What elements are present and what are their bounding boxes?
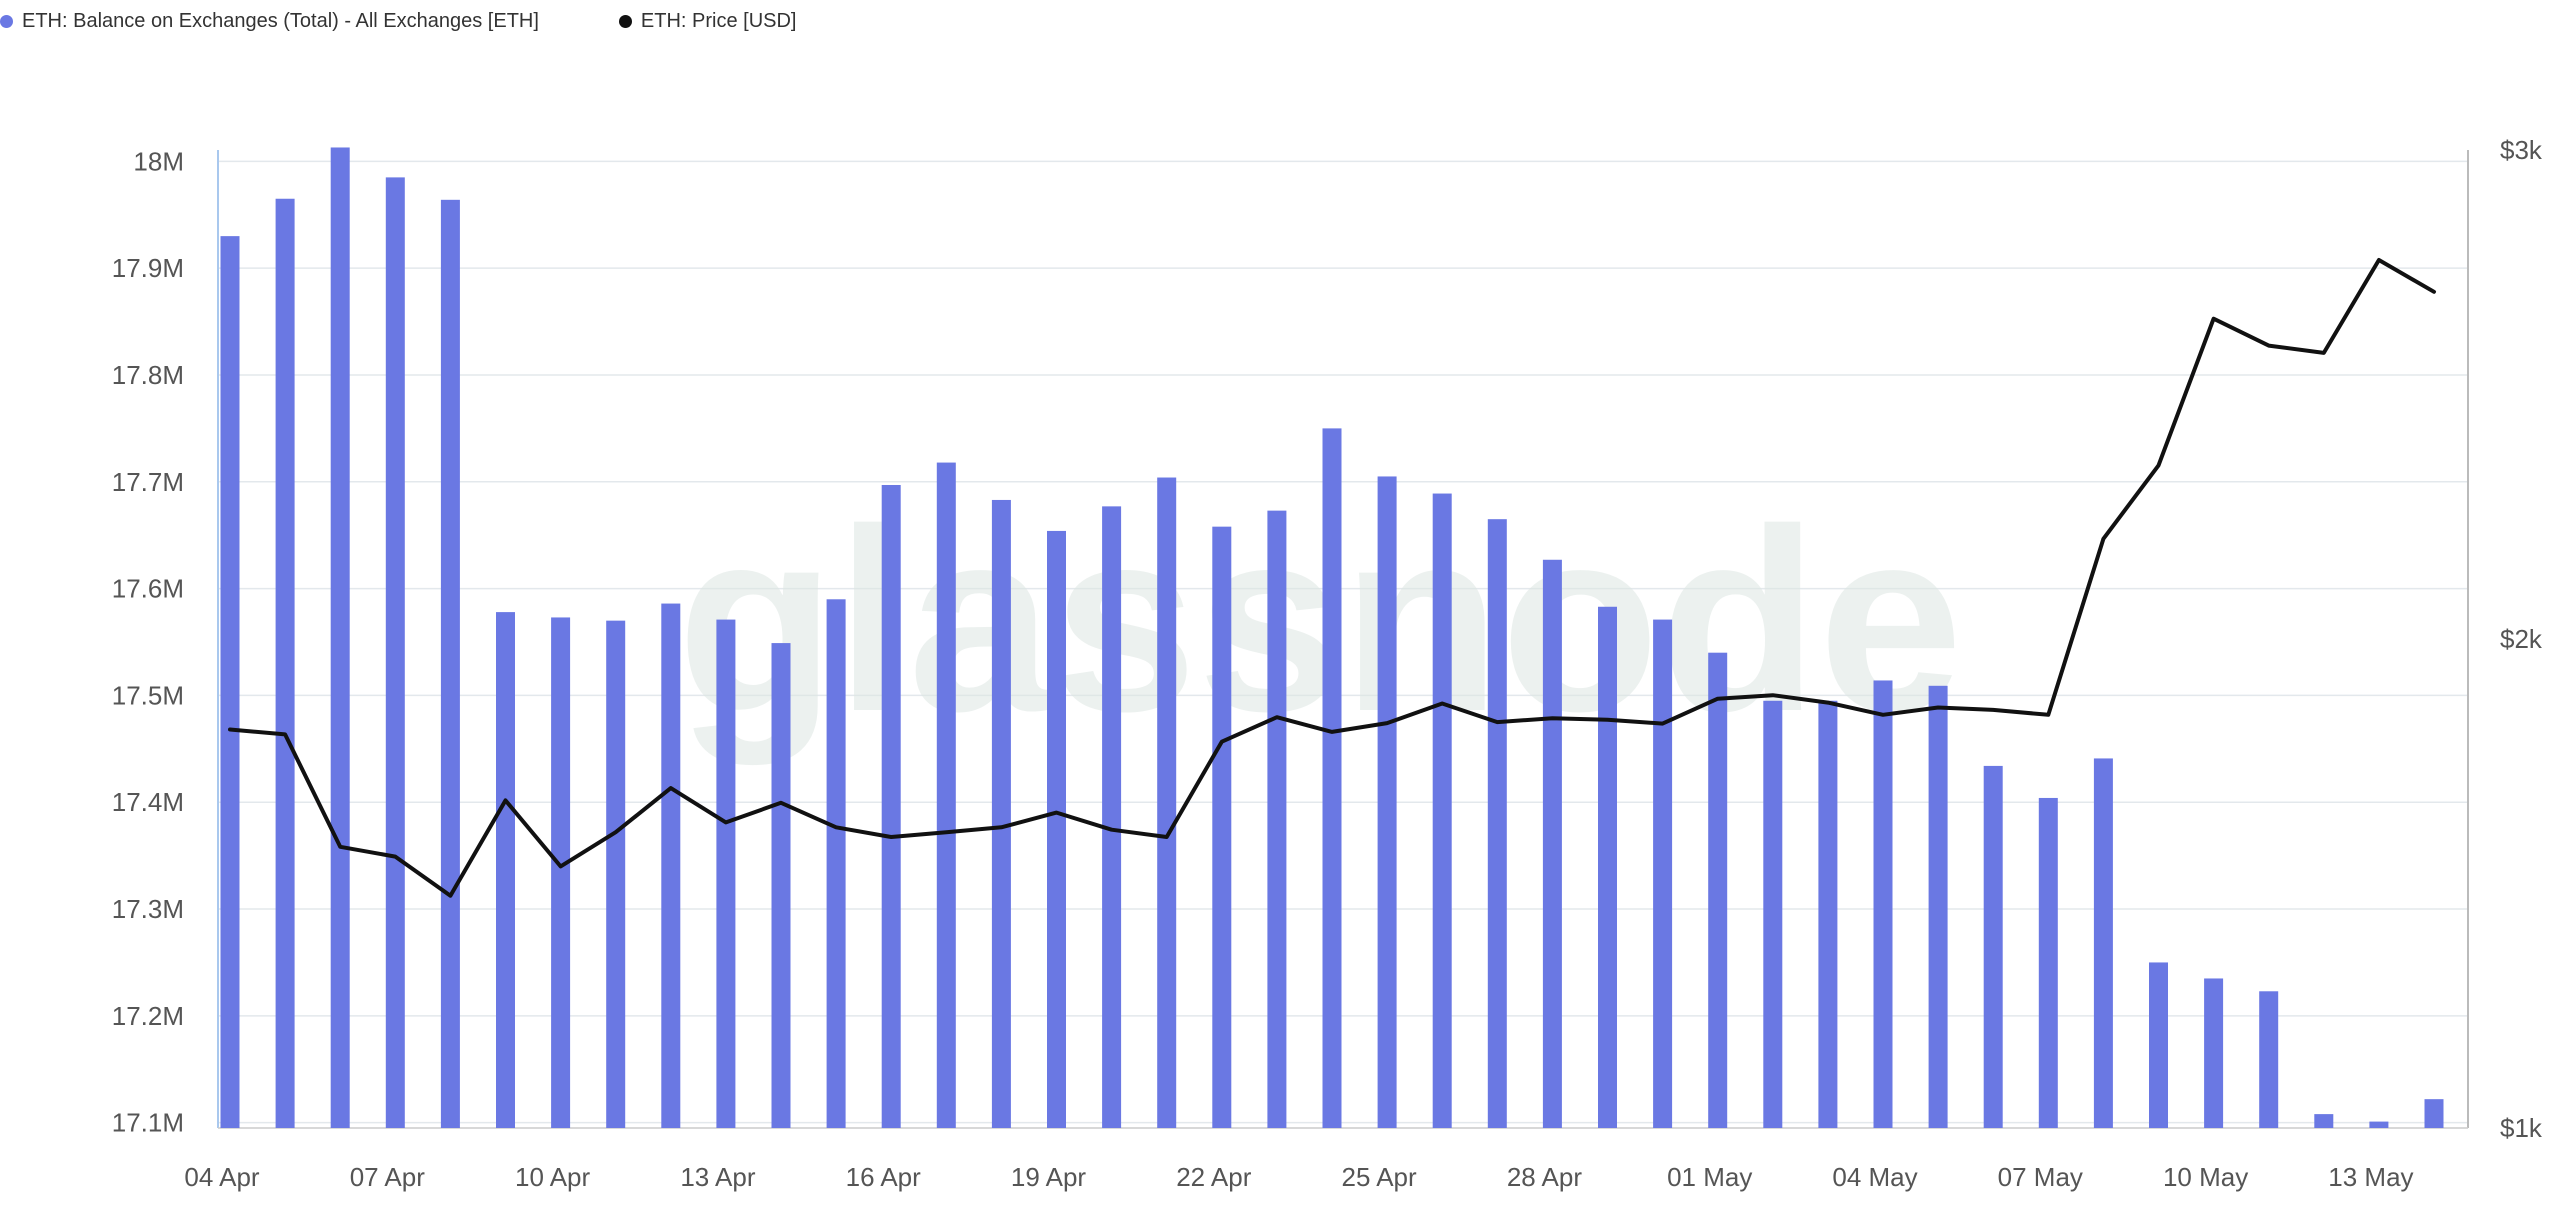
grid-lines — [218, 160, 2468, 1124]
bar-8 — [661, 603, 681, 1128]
bar-7 — [606, 620, 626, 1128]
bar-32 — [1983, 765, 2003, 1128]
x-tick-label-3: 13 Apr — [680, 1162, 756, 1192]
legend-dot-price — [618, 14, 632, 28]
bar-25 — [1598, 606, 1617, 1128]
x-tick-label-9: 01 May — [1667, 1162, 1752, 1192]
bar-16 — [1102, 506, 1122, 1128]
right-tick-label-1: $2k — [2500, 624, 2543, 654]
bar-26 — [1653, 619, 1673, 1128]
legend-item-balance[interactable]: ETH: Balance on Exchanges (Total) - All … — [0, 10, 539, 33]
bar-36 — [2204, 978, 2224, 1128]
x-axis-ticks: 04 Apr 07 Apr 10 Apr 13 Apr 16 Apr 19 Apr 22 A… — [184, 1162, 2413, 1192]
bar-14 — [991, 499, 1011, 1129]
legend-label-balance: ETH: Balance on Exchanges (Total) - All … — [22, 9, 539, 32]
bar-33 — [2038, 797, 2058, 1128]
bar-3 — [385, 177, 405, 1128]
bar-12 — [881, 484, 901, 1129]
x-tick-label-5: 19 Apr — [1011, 1162, 1087, 1192]
left-tick-label-0: 18M — [133, 146, 184, 176]
bar-9 — [716, 619, 736, 1128]
x-tick-label-6: 22 Apr — [1176, 1162, 1252, 1192]
x-tick-label-12: 10 May — [2163, 1162, 2248, 1192]
x-tick-label-1: 07 Apr — [350, 1162, 426, 1192]
left-tick-label-7: 17.3M — [112, 894, 184, 924]
bar-11 — [826, 599, 846, 1128]
bar-20 — [1322, 428, 1342, 1129]
left-tick-label-1: 17.9M — [112, 253, 184, 283]
bar-19 — [1267, 510, 1287, 1128]
bar-6 — [551, 617, 571, 1128]
left-tick-label-8: 17.2M — [112, 1001, 184, 1031]
bar-28 — [1763, 700, 1783, 1128]
bar-15 — [1047, 530, 1066, 1128]
left-tick-label-6: 17.4M — [112, 787, 184, 817]
x-tick-label-2: 10 Apr — [515, 1162, 591, 1192]
legend-dot-balance — [0, 14, 13, 28]
x-tick-label-11: 07 May — [1998, 1162, 2083, 1192]
bar-27 — [1708, 652, 1728, 1128]
bar-35 — [2149, 962, 2168, 1128]
left-tick-label-4: 17.6M — [112, 574, 184, 604]
bar-23 — [1487, 519, 1507, 1128]
bar-18 — [1212, 526, 1232, 1128]
bar-34 — [2093, 758, 2113, 1128]
left-tick-label-9: 17.1M — [112, 1108, 184, 1138]
chart-legend: ETH: Balance on Exchanges (Total) - All … — [0, 6, 876, 36]
bar-17 — [1157, 477, 1177, 1128]
bar-1 — [275, 198, 295, 1128]
bar-13 — [936, 462, 956, 1129]
bar-30 — [1873, 680, 1893, 1128]
bar-10 — [771, 643, 791, 1128]
bar-24 — [1542, 559, 1562, 1128]
x-tick-label-0: 04 Apr — [184, 1162, 260, 1192]
bar-39 — [2369, 1121, 2389, 1128]
bar-21 — [1377, 476, 1397, 1128]
price-line-series — [228, 258, 2436, 898]
bar-series — [220, 147, 2444, 1129]
right-tick-label-0: $3k — [2500, 135, 2543, 165]
bar-31 — [1928, 685, 1948, 1128]
legend-item-price[interactable]: ETH: Price [USD] — [618, 9, 797, 33]
bar-38 — [2314, 1114, 2334, 1128]
bar-5 — [496, 612, 515, 1128]
bar-22 — [1432, 493, 1452, 1128]
left-tick-label-3: 17.7M — [112, 467, 184, 497]
bar-4 — [440, 199, 460, 1128]
left-axis-ticks: 18M 17.9M 17.8M 17.7M 17.6M 17.5M 17.4M 17.3M 17… — [112, 146, 184, 1137]
x-tick-label-10: 04 May — [1832, 1162, 1917, 1192]
legend-label-price: ETH: Price [USD] — [640, 9, 797, 32]
bar-40 — [2424, 1099, 2444, 1128]
left-tick-label-5: 17.5M — [112, 680, 184, 710]
bar-37 — [2259, 991, 2279, 1128]
right-axis-ticks: $3k $2k $1k — [2500, 135, 2543, 1143]
bar-2 — [330, 147, 350, 1129]
left-tick-label-2: 17.8M — [112, 360, 184, 390]
chart-axes — [217, 150, 2469, 1129]
right-tick-label-2: $1k — [2500, 1113, 2543, 1143]
x-tick-label-13: 13 May — [2328, 1162, 2413, 1192]
bar-0 — [220, 236, 240, 1128]
x-tick-label-7: 25 Apr — [1342, 1162, 1418, 1192]
x-tick-label-8: 28 Apr — [1507, 1162, 1583, 1192]
x-tick-label-4: 16 Apr — [846, 1162, 922, 1192]
bar-29 — [1818, 700, 1838, 1128]
